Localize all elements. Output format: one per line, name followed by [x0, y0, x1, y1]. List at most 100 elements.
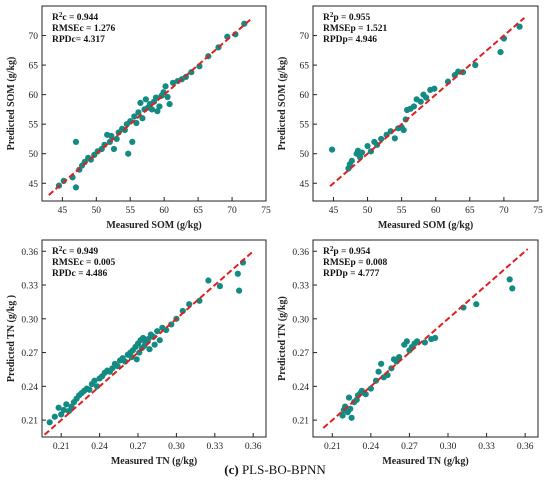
som-calibration-panel: 45 50 55 60 65 70 75 45 50 55 60 65 70 Measured SOM (… — [6, 5, 271, 231]
tn-calibration-y-tick-label: 0.36 — [21, 248, 38, 258]
som-calibration-data-point — [164, 93, 171, 101]
tn-calibration-data-point — [91, 377, 98, 384]
som-calibration-data-point — [131, 113, 138, 120]
tn-prediction-data-point — [396, 353, 403, 361]
som-prediction-y-axis-label: Predicted SOM (g/kg) — [277, 57, 288, 151]
tn-prediction-data-point — [375, 368, 382, 375]
tn-prediction-x-tick-label: 0.33 — [478, 442, 495, 452]
tn-calibration-stat-3: RPDc = 4.486 — [52, 269, 108, 279]
tn-calibration-data-point — [151, 341, 158, 348]
som-calibration-y-tick-label: 50 — [29, 150, 39, 160]
som-calibration-x-axis-label: Measured SOM (g/kg) — [106, 220, 201, 231]
som-calibration-x-tick-label: 50 — [92, 206, 102, 216]
tn-calibration-data-point — [51, 413, 58, 420]
tn-prediction-data-point — [403, 338, 410, 345]
tn-prediction-data-point — [421, 339, 428, 346]
som-prediction-y-tick-label: 45 — [300, 180, 310, 190]
som-calibration-x-tick-label: 75 — [261, 206, 271, 216]
som-calibration-stat-2: RMSEc = 1.276 — [52, 24, 115, 34]
som-prediction-data-point — [431, 85, 438, 92]
som-calibration-y-tick-label: 45 — [29, 180, 39, 190]
som-prediction-data-point — [417, 98, 424, 105]
tn-prediction-data-point — [432, 334, 439, 342]
tn-prediction-x-tick-label: 0.36 — [517, 442, 534, 452]
tn-prediction-data-point — [367, 385, 374, 392]
tn-calibration-data-point — [140, 334, 147, 342]
tn-calibration-y-tick-label: 0.21 — [21, 417, 38, 427]
som-prediction-fit-line — [329, 17, 526, 187]
tn-prediction-data-point — [473, 301, 480, 308]
tn-calibration-data-point — [154, 328, 161, 335]
tn-prediction-y-tick-label: 0.27 — [292, 349, 309, 359]
tn-calibration-panel: 0.21 0.24 0.27 0.30 0.33 0.36 0.21 0.24 0.27 0.30… — [6, 239, 267, 467]
tn-calibration-data-point — [109, 365, 116, 372]
som-prediction-x-tick-label: 45 — [329, 206, 339, 216]
tn-calibration-y-tick-label: 0.24 — [21, 383, 38, 393]
som-calibration-data-point — [139, 115, 146, 122]
som-prediction-y-tick-label: 70 — [300, 32, 310, 42]
tn-calibration-data-point — [145, 335, 152, 343]
som-prediction-x-tick-label: 65 — [465, 206, 475, 216]
tn-prediction-data-point — [414, 338, 421, 345]
tn-calibration-data-point — [163, 326, 170, 334]
som-calibration-stat-1: R2c = 0.944 — [52, 11, 98, 23]
tn-calibration-x-tick-label: 0.30 — [168, 442, 185, 452]
tn-prediction-x-tick-label: 0.24 — [363, 442, 380, 452]
som-prediction-x-tick-label: 60 — [431, 206, 441, 216]
som-calibration-data-point — [72, 184, 80, 191]
tn-prediction-panel: 0.21 0.24 0.27 0.30 0.33 0.36 0.21 0.24 0.27 0.30… — [277, 239, 539, 467]
som-calibration-plot-frame — [41, 5, 267, 202]
som-prediction-x-tick-label: 55 — [397, 206, 407, 216]
tn-calibration-data-point — [58, 411, 65, 418]
tn-calibration-data-point — [234, 270, 241, 277]
tn-calibration-y-tick-label: 0.27 — [21, 349, 38, 359]
tn-calibration-data-point — [216, 283, 224, 290]
tn-prediction-x-axis-label: Measured TN (g/kg) — [382, 456, 468, 467]
caption-label: (c) — [224, 462, 239, 477]
som-prediction-y-tick-label: 50 — [300, 150, 310, 160]
tn-calibration-y-tick-label: 0.30 — [21, 315, 38, 325]
tn-calibration-data-point — [236, 287, 243, 294]
tn-calibration-x-tick-label: 0.36 — [245, 442, 262, 452]
som-calibration-data-point — [110, 145, 118, 153]
som-prediction-data-point — [472, 61, 479, 69]
tn-calibration-data-point — [205, 277, 212, 284]
som-calibration-x-tick-label: 45 — [58, 206, 68, 216]
som-prediction-data-point — [348, 157, 355, 164]
som-calibration-y-axis-label: Predicted SOM (g/kg) — [6, 57, 17, 151]
som-calibration-data-point — [166, 100, 173, 108]
som-calibration-data-point — [154, 108, 161, 115]
tn-prediction-x-tick-label: 0.27 — [401, 442, 418, 452]
som-calibration-data-point — [148, 106, 156, 113]
som-calibration-data-point — [156, 103, 163, 110]
som-calibration-y-tick-label: 65 — [29, 62, 39, 72]
tn-prediction-y-tick-label: 0.24 — [292, 383, 309, 393]
som-calibration-x-tick-label: 60 — [159, 206, 169, 216]
tn-calibration-data-point — [63, 401, 70, 408]
tn-calibration-fit-line — [43, 250, 254, 436]
som-calibration-data-point — [162, 83, 169, 90]
tn-prediction-y-tick-label: 0.33 — [292, 282, 309, 292]
tn-calibration-y-tick-label: 0.33 — [21, 282, 38, 292]
som-prediction-x-tick-label: 70 — [499, 206, 509, 216]
tn-prediction-y-axis-label: Predicted TN (g/kg) — [277, 296, 288, 381]
tn-prediction-stat-3: RPDp = 4.777 — [323, 269, 380, 279]
tn-prediction-stat-2: RMSEp = 0.008 — [323, 258, 388, 268]
tn-prediction-data-point — [506, 276, 513, 283]
som-prediction-x-tick-label: 50 — [363, 206, 373, 216]
tn-prediction-fit-line — [322, 248, 529, 429]
som-prediction-y-tick-label: 55 — [300, 121, 310, 131]
som-prediction-data-point — [497, 48, 504, 56]
tn-prediction-data-point — [378, 360, 385, 367]
som-prediction-y-tick-label: 60 — [300, 91, 310, 101]
tn-calibration-y-axis-label: Predicted TN (g/kg ) — [6, 295, 17, 382]
som-prediction-data-point — [328, 146, 336, 153]
tn-prediction-x-tick-label: 0.30 — [440, 442, 457, 452]
som-prediction-stat-2: RMSEp = 1.521 — [323, 24, 388, 34]
tn-calibration-data-point — [86, 386, 93, 393]
tn-prediction-y-tick-label: 0.36 — [292, 248, 309, 258]
tn-calibration-stat-2: RMSEc = 0.005 — [52, 258, 115, 268]
tn-calibration-data-point — [156, 337, 163, 344]
caption-text: PLS-BO-BPNN — [241, 462, 326, 477]
som-prediction-data-point — [391, 135, 398, 142]
